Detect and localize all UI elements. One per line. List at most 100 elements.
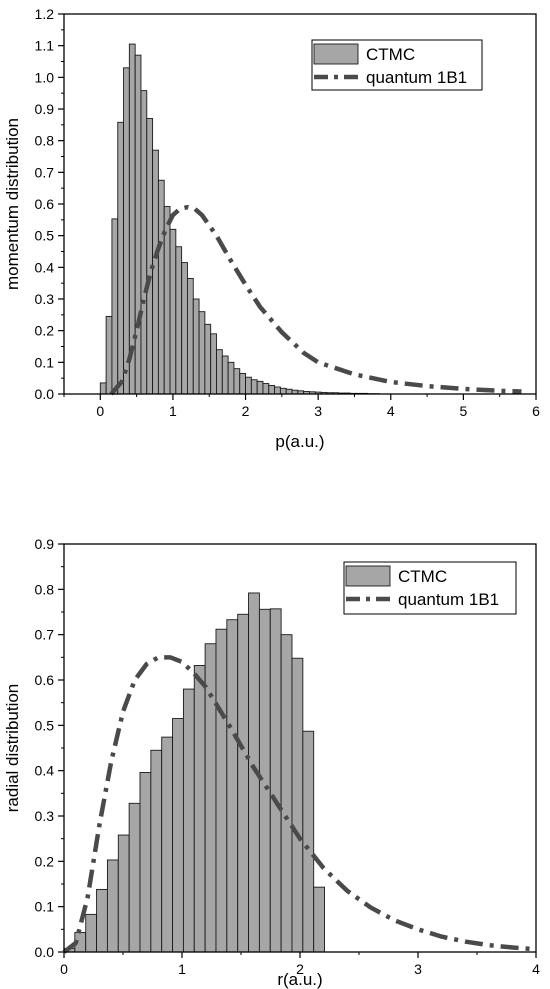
ctmc-bar (221, 355, 229, 395)
ctmc-bar (279, 387, 287, 395)
y-tick-label: 0.2 (35, 323, 55, 339)
ctmc-bar (313, 886, 326, 953)
ctmc-bar (146, 118, 154, 395)
ctmc-bar (237, 613, 250, 953)
x-tick-label: 2 (296, 961, 304, 977)
x-tick-label: 0 (60, 961, 68, 977)
ctmc-bar (204, 643, 217, 953)
ctmc-bar (258, 608, 271, 953)
x-tick-label: 6 (532, 403, 540, 419)
legend-quantum-label: quantum 1B1 (398, 590, 499, 609)
ctmc-bar (186, 277, 194, 395)
ctmc-bar (181, 262, 188, 395)
y-tick-label: 0.4 (35, 259, 55, 275)
quantum-1b1-curve (62, 655, 537, 954)
ctmc-bar (157, 179, 165, 395)
ctmc-bar (169, 228, 177, 395)
ctmc-bar (274, 386, 281, 395)
y-axis-label: momentum distribution (3, 118, 22, 290)
ctmc-bar (291, 657, 304, 953)
ctmc-bar (204, 323, 212, 395)
ctmc-bar (152, 149, 159, 395)
legend-ctmc-swatch (313, 43, 359, 65)
ctmc-bar (280, 634, 293, 953)
y-tick-label: 0.9 (35, 101, 55, 117)
radial-chart: 0 1 2 3 4 0.0 0.1 0.2 0.3 0.4 0.5 0.6 0.7 0.8 0.9 r(a.u… (3, 536, 540, 989)
y-tick-label: 0.3 (35, 291, 55, 307)
ctmc-bar (250, 379, 258, 395)
y-tick-label: 0.9 (35, 536, 55, 552)
y-tick-label: 0.3 (35, 808, 55, 824)
ctmc-bar (172, 718, 184, 953)
ctmc-bar (215, 628, 228, 953)
ctmc-bar (106, 859, 119, 953)
x-tick-label: 5 (459, 403, 467, 419)
x-tick-label: 0 (96, 403, 104, 419)
y-tick-label: 0.8 (35, 133, 55, 149)
ctmc-bar (182, 688, 195, 953)
ctmc-bar (216, 349, 223, 395)
ctmc-bar (269, 608, 282, 953)
x-tick-label: 3 (414, 961, 422, 977)
y-tick-label: 0.8 (35, 581, 55, 597)
ctmc-bar (99, 382, 107, 395)
y-tick-label: 1.2 (35, 6, 55, 22)
y-tick-label: 0.1 (35, 354, 55, 370)
legend: CTMC quantum 1B1 (311, 39, 483, 91)
ctmc-bar (111, 218, 119, 395)
y-tick-label: 0.4 (35, 763, 55, 779)
ctmc-bar (192, 298, 200, 395)
y-tick-label: 0.5 (35, 228, 55, 244)
ctmc-bar (256, 380, 264, 395)
y-tick-label: 1.1 (35, 38, 55, 54)
ctmc-bar (285, 388, 293, 395)
ctmc-bar (128, 802, 141, 953)
ctmc-bar (198, 311, 206, 395)
ctmc-bar (123, 67, 130, 395)
x-tick-label: 1 (178, 961, 186, 977)
x-axis-label: p(a.u.) (275, 432, 324, 451)
y-tick-label: 0.6 (35, 672, 55, 688)
x-axis-label: r(a.u.) (277, 970, 322, 989)
ctmc-bar (193, 665, 206, 953)
legend-ctmc-swatch (345, 565, 391, 587)
y-tick-label: 0.6 (35, 196, 55, 212)
y-tick-label: 0.0 (35, 944, 55, 960)
y-tick-label: 0.1 (35, 899, 55, 915)
ctmc-bar (128, 43, 136, 395)
ctmc-bar (226, 619, 239, 953)
y-tick-label: 0.2 (35, 853, 55, 869)
ctmc-bar (150, 749, 163, 953)
x-tick-label: 3 (314, 403, 322, 419)
quantum-1b1-curve (109, 204, 522, 396)
ctmc-bar (139, 772, 152, 953)
legend-box (311, 39, 483, 91)
x-tick-label: 4 (387, 403, 395, 419)
ctmc-bar (268, 385, 276, 395)
momentum-chart: 0 1 2 3 4 5 6 0.0 0.1 0.2 0.3 0.4 0.5 0.6 0.7 0.8 0.9 1.0… (3, 6, 540, 451)
legend: CTMC quantum 1B1 (343, 561, 517, 615)
x-tick-label: 1 (169, 403, 177, 419)
ctmc-bar (227, 361, 235, 395)
ctmc-bar (161, 736, 174, 953)
ctmc-bar (117, 834, 130, 953)
ctmc-bar (85, 913, 98, 953)
y-axis-label: radial distribution (3, 684, 22, 813)
ctmc-bar (245, 376, 252, 395)
ctmc-bar (96, 888, 108, 953)
ctmc-bar (239, 372, 246, 395)
ctmc-bar (105, 315, 113, 395)
ctmc-bar (233, 368, 241, 395)
ctmc-bar (302, 730, 315, 953)
ctmc-bar (175, 246, 183, 395)
ctmc-bar (134, 54, 142, 395)
legend-ctmc-label: CTMC (366, 45, 415, 64)
legend-quantum-label: quantum 1B1 (366, 68, 467, 87)
legend-ctmc-label: CTMC (398, 567, 447, 586)
ctmc-bar (117, 121, 124, 395)
y-tick-label: 0.7 (35, 164, 55, 180)
y-tick-label: 0.7 (35, 627, 55, 643)
y-tick-label: 0.0 (35, 386, 55, 402)
y-tick-label: 1.0 (35, 69, 55, 85)
